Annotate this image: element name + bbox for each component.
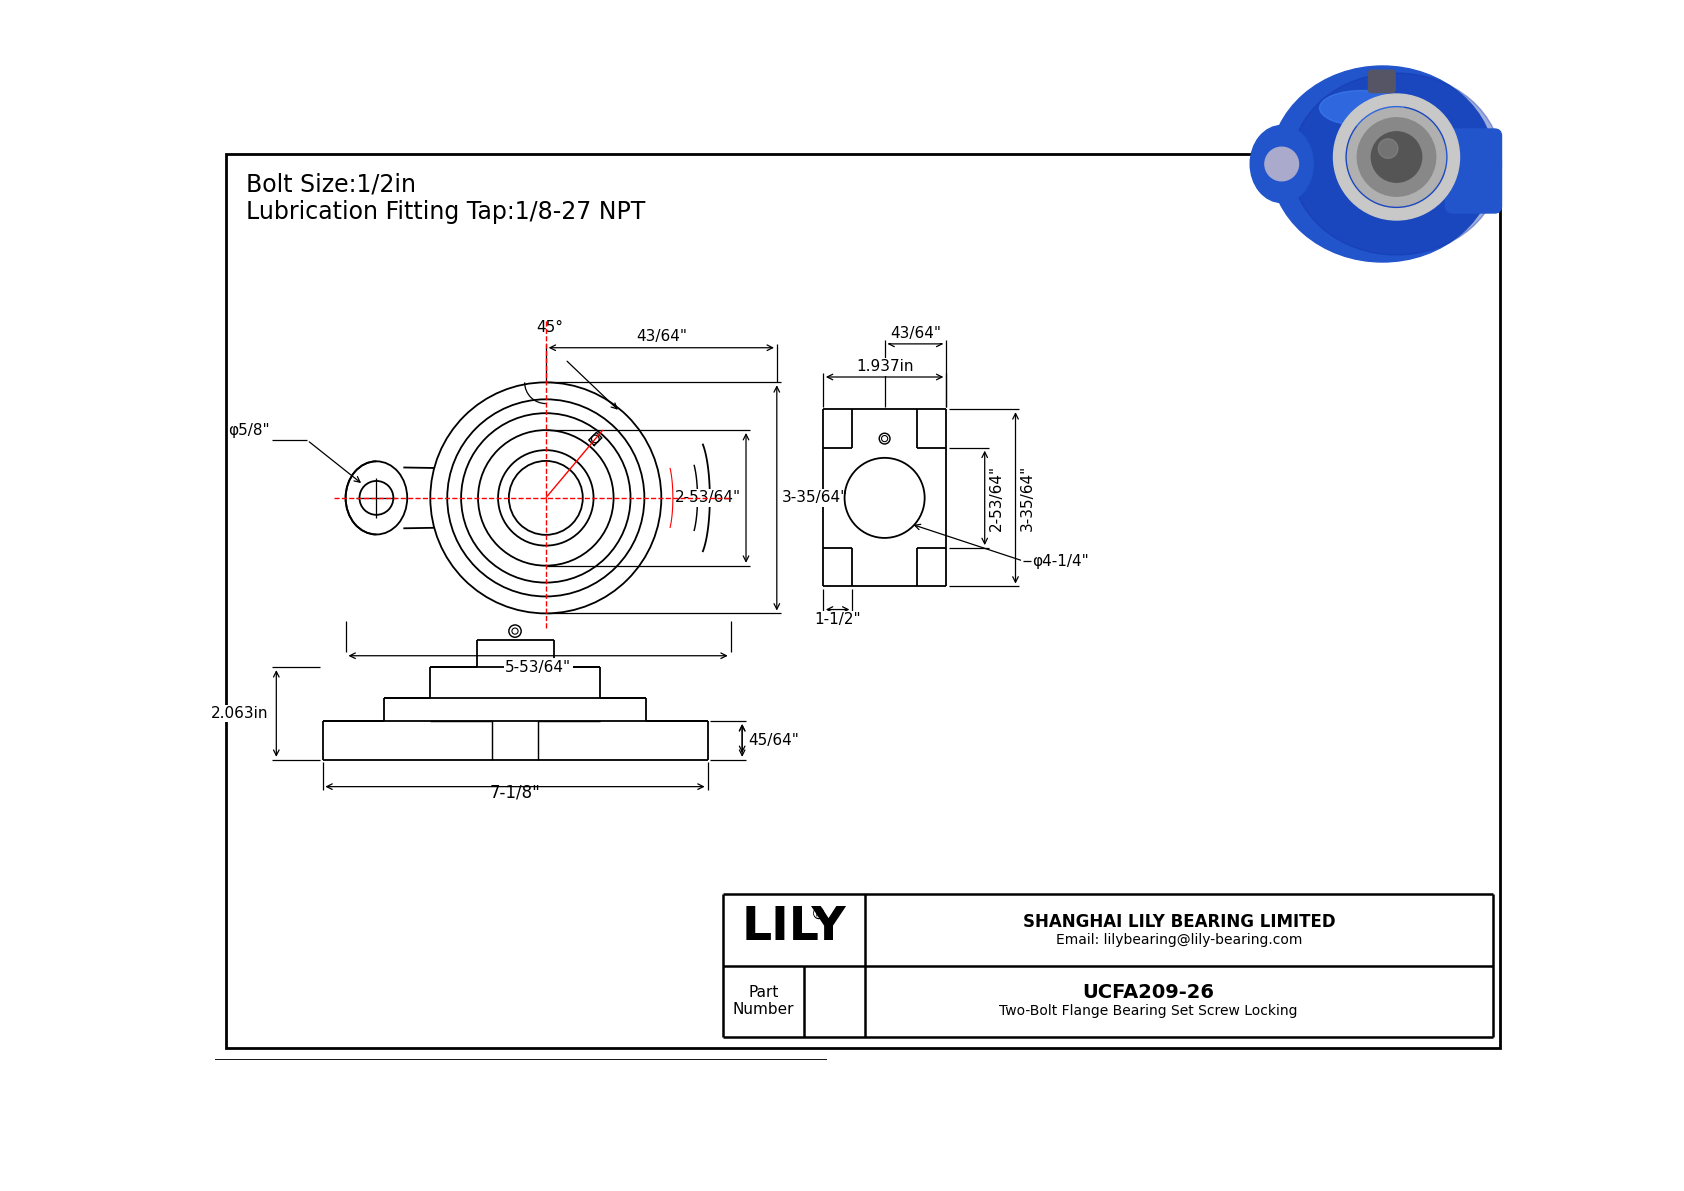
Text: Two-Bolt Flange Bearing Set Screw Locking: Two-Bolt Flange Bearing Set Screw Lockin… [999, 1004, 1298, 1018]
Text: 1-1/2": 1-1/2" [815, 612, 861, 626]
Text: 2-53/64": 2-53/64" [989, 464, 1004, 531]
Text: φ4-1/4": φ4-1/4" [1032, 554, 1090, 568]
Text: Lubrication Fitting Tap:1/8-27 NPT: Lubrication Fitting Tap:1/8-27 NPT [246, 200, 645, 224]
Circle shape [1265, 148, 1298, 181]
Text: 45/64": 45/64" [748, 732, 800, 748]
Text: 2-53/64": 2-53/64" [675, 491, 741, 505]
Text: UCFA209-26: UCFA209-26 [1083, 984, 1214, 1003]
Ellipse shape [1250, 125, 1314, 202]
Text: 3-35/64": 3-35/64" [1019, 464, 1034, 531]
Text: 43/64": 43/64" [637, 330, 687, 344]
Text: SHANGHAI LILY BEARING LIMITED: SHANGHAI LILY BEARING LIMITED [1022, 913, 1335, 931]
Text: φ5/8": φ5/8" [229, 423, 269, 438]
Circle shape [1378, 139, 1398, 158]
Ellipse shape [1292, 73, 1502, 255]
Circle shape [1357, 118, 1436, 197]
Circle shape [1347, 108, 1445, 206]
Ellipse shape [1270, 66, 1494, 262]
Text: Bolt Size:1/2in: Bolt Size:1/2in [246, 173, 416, 197]
Circle shape [1371, 132, 1421, 182]
Text: Part
Number: Part Number [733, 985, 795, 1017]
Ellipse shape [1320, 91, 1403, 125]
Text: LILY: LILY [743, 905, 847, 950]
Text: 45°: 45° [536, 320, 562, 336]
FancyBboxPatch shape [1369, 70, 1394, 93]
Text: 7-1/8": 7-1/8" [490, 784, 541, 802]
Text: 2.063in: 2.063in [210, 706, 269, 721]
Text: 3-35/64": 3-35/64" [781, 491, 849, 505]
Text: ®: ® [812, 908, 827, 922]
Text: 43/64": 43/64" [889, 326, 941, 342]
FancyBboxPatch shape [1445, 129, 1502, 213]
Text: 1.937in: 1.937in [855, 360, 913, 374]
Text: 5-53/64": 5-53/64" [505, 660, 571, 675]
Text: Email: lilybearing@lily-bearing.com: Email: lilybearing@lily-bearing.com [1056, 933, 1302, 947]
